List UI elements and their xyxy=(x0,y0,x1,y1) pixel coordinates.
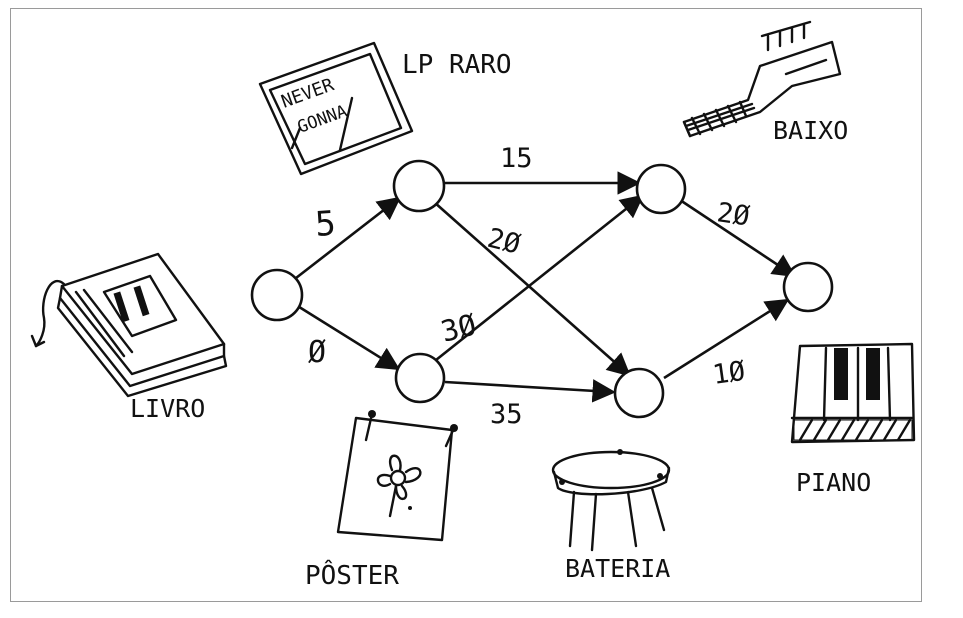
label-lp-raro: LP RARO xyxy=(402,50,512,80)
node-baixo xyxy=(635,163,687,215)
item-labels: LP RARO BAIXO LIVRO PIANO PÔSTER BATERIA xyxy=(130,50,871,591)
piano-illustration xyxy=(790,342,916,444)
weight-bateria-piano: 1Ø xyxy=(711,356,748,391)
weight-livro-lp: 5 xyxy=(314,204,337,245)
node-livro xyxy=(250,268,304,322)
weight-lp-bateria: 2Ø xyxy=(484,223,523,261)
node-poster xyxy=(394,352,446,404)
node-bateria xyxy=(613,367,665,419)
edge-poster-bateria xyxy=(444,379,616,403)
edge-poster-baixo xyxy=(435,194,645,362)
book-illustration xyxy=(30,252,228,398)
edge-weights: 5 Ø 15 2Ø 3Ø 35 2Ø 1Ø xyxy=(308,143,752,430)
label-piano: PIANO xyxy=(796,468,871,497)
poster-illustration xyxy=(336,410,458,542)
label-poster: PÔSTER xyxy=(305,559,399,591)
drum-illustration xyxy=(551,449,671,552)
label-baixo: BAIXO xyxy=(773,116,848,145)
node-lp xyxy=(392,159,446,213)
edges xyxy=(295,171,797,403)
edge-livro-poster xyxy=(295,303,401,371)
weight-baixo-piano: 2Ø xyxy=(715,197,752,232)
lp-record-illustration: NEVER GONNA xyxy=(258,41,414,176)
bass-guitar-illustration xyxy=(682,20,842,138)
edge-bateria-piano xyxy=(663,298,790,380)
weight-poster-bateria: 35 xyxy=(490,399,523,430)
edge-lp-bateria xyxy=(433,201,631,377)
record-text-line2: GONNA xyxy=(295,101,350,137)
weight-lp-baixo: 15 xyxy=(500,143,533,174)
nodes xyxy=(250,159,834,419)
edge-livro-lp xyxy=(295,196,402,280)
weight-livro-poster: Ø xyxy=(308,335,326,370)
node-piano xyxy=(782,261,834,313)
weight-poster-baixo: 3Ø xyxy=(437,307,479,348)
edge-baixo-piano xyxy=(679,198,797,278)
label-livro: LIVRO xyxy=(130,394,205,423)
label-bateria: BATERIA xyxy=(565,554,670,583)
